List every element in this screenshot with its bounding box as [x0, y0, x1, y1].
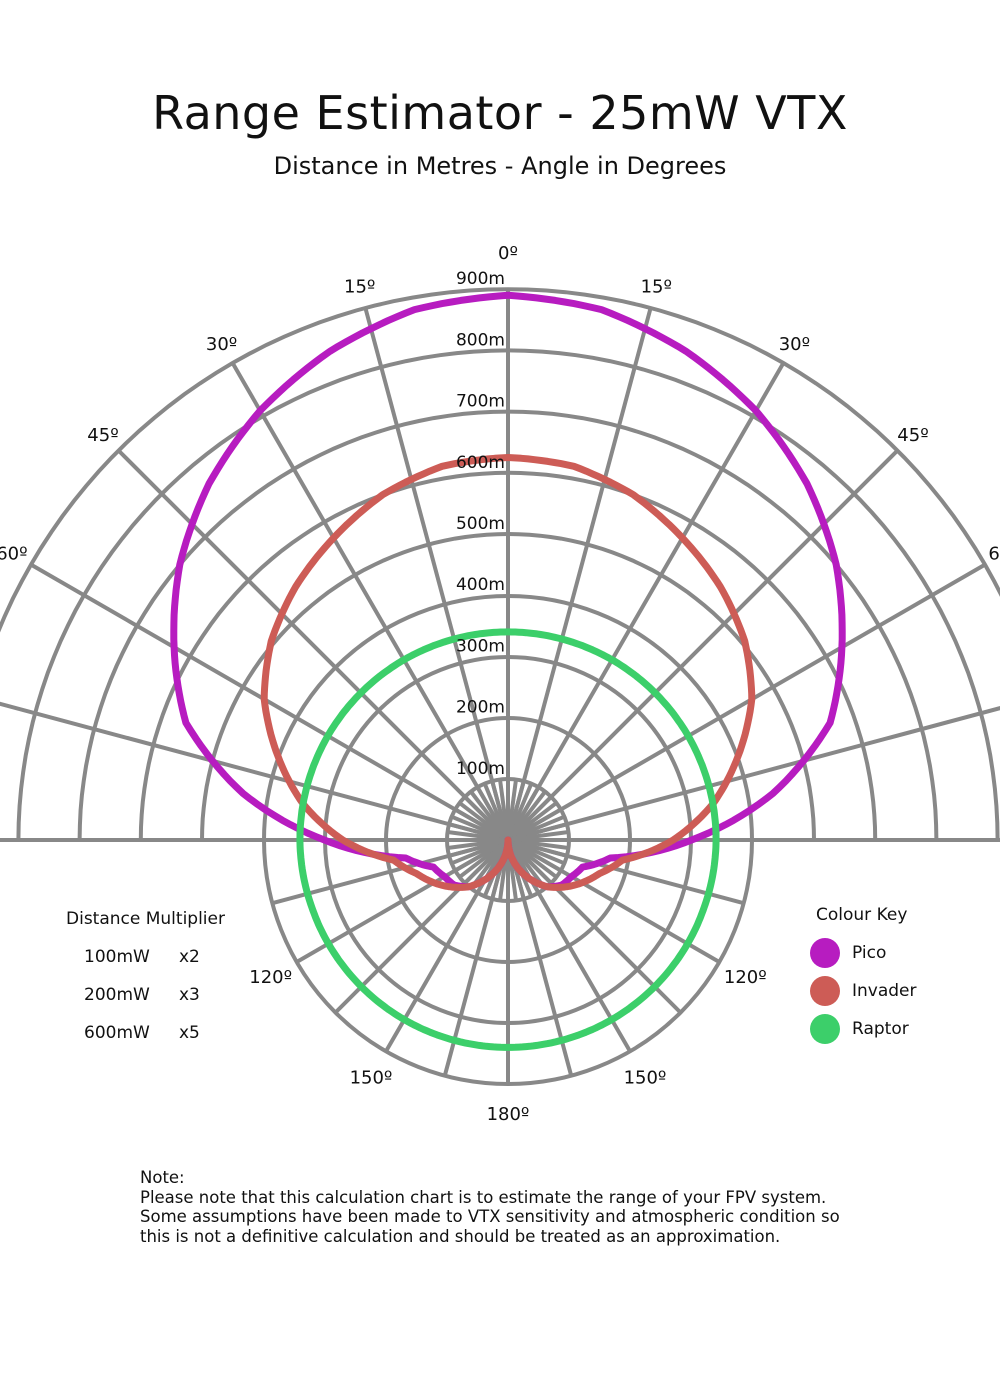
grid-spoke-front [506, 562, 987, 842]
radial-tick-label: 900m [456, 269, 505, 289]
series-layer [170, 291, 846, 1051]
legend-label: Pico [852, 943, 887, 963]
legend-swatch-raptor [810, 1014, 840, 1044]
radial-tick-label: 100m [456, 759, 505, 779]
radial-tick-label: 600m [456, 453, 505, 473]
series-line-pico [170, 291, 846, 891]
multiplier-factor: x3 [179, 985, 200, 1005]
radial-tick-label: 400m [456, 575, 505, 595]
multiplier-row-100mw: 100mW x2 [84, 947, 200, 967]
multiplier-power: 600mW [84, 1023, 150, 1043]
grid-spoke-front [506, 307, 653, 841]
angle-label: 0º [498, 243, 518, 264]
radial-tick-label: 500m [456, 514, 505, 534]
grid-spoke-front [230, 361, 510, 842]
angle-label: 30º [206, 334, 237, 355]
multiplier-row-200mw: 200mW x3 [84, 985, 200, 1005]
legend-swatch-pico [810, 938, 840, 968]
angle-label: 150º [350, 1067, 393, 1088]
angle-label: 60º [0, 544, 28, 565]
grid-spoke-front [506, 449, 899, 842]
grid-spoke-inner [498, 779, 510, 841]
polar-grid [0, 287, 1000, 1086]
multiplier-factor: x2 [179, 947, 200, 967]
angle-label: 150º [624, 1067, 667, 1088]
radial-tick-label: 200m [456, 698, 505, 718]
legend-item-raptor: Raptor [810, 1013, 909, 1045]
label-layer: 100m 200m 300m 400m 500m 600m 700m 800m 900m 0º 15… [0, 243, 1000, 1125]
multiplier-factor: x5 [179, 1023, 200, 1043]
angle-label: 45º [897, 425, 928, 446]
angle-label: 30º [779, 334, 810, 355]
series-line-raptor [296, 628, 720, 1051]
multiplier-row-600mw: 600mW x5 [84, 1023, 200, 1043]
grid-spoke-front [507, 706, 1000, 842]
grid-spoke-front [117, 449, 510, 842]
note-line: this is not a definitive calculation and… [140, 1226, 781, 1246]
legend-title: Colour Key [816, 905, 908, 925]
chart-title: Range Estimator - 25mW VTX [152, 86, 848, 140]
angle-label: 180º [487, 1104, 530, 1125]
note-block: Note: Please note that this calculation … [140, 1168, 920, 1246]
series-line-invader [260, 454, 756, 891]
note-heading: Note: [140, 1168, 185, 1187]
note-line: Please note that this calculation chart … [140, 1187, 827, 1207]
grid-spoke-front [0, 701, 509, 842]
legend-item-invader: Invader [810, 975, 917, 1007]
angle-label: 60º [988, 544, 1000, 565]
angle-label: 45º [87, 425, 118, 446]
angle-label: 120º [249, 967, 292, 988]
grid-spoke-front [363, 307, 510, 841]
legend-item-pico: Pico [810, 937, 886, 969]
radial-tick-label: 300m [456, 636, 505, 656]
multiplier-title: Distance Multiplier [66, 909, 225, 929]
chart-subtitle: Distance in Metres - Angle in Degrees [273, 152, 727, 180]
legend-swatch-invader [810, 976, 840, 1006]
angle-label: 15º [344, 277, 375, 298]
angle-label: 120º [724, 967, 767, 988]
angle-label: 15º [641, 277, 672, 298]
legend-label: Raptor [852, 1019, 909, 1039]
multiplier-power: 200mW [84, 985, 150, 1005]
radial-tick-label: 800m [456, 330, 505, 350]
grid-spoke-front [29, 562, 510, 842]
note-line: Some assumptions have been made to VTX s… [140, 1207, 840, 1226]
grid-spoke-front [506, 361, 786, 842]
radial-tick-label: 700m [456, 392, 505, 412]
legend-label: Invader [852, 981, 917, 1001]
multiplier-power: 100mW [84, 947, 150, 967]
